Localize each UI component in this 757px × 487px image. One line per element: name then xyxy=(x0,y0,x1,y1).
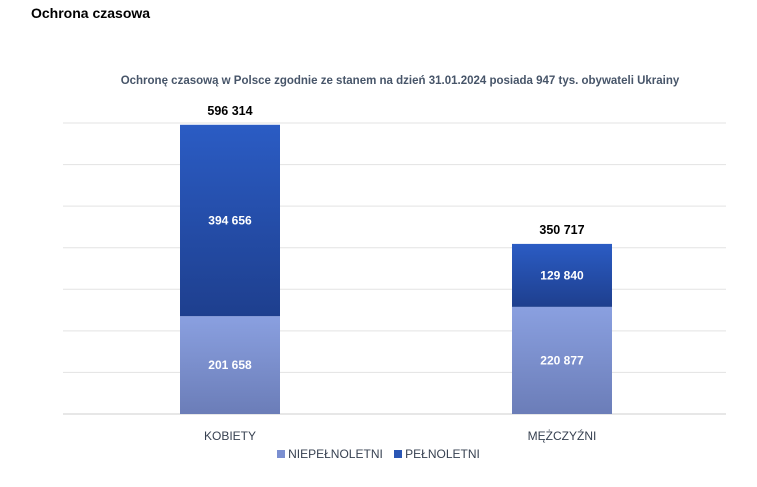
data-label: 129 840 xyxy=(540,268,584,282)
legend-swatch-pelnoletni xyxy=(394,450,403,458)
total-label: 350 717 xyxy=(539,223,584,237)
category-label: KOBIETY xyxy=(204,429,256,443)
data-label: 201 658 xyxy=(208,358,252,372)
chart-title: Ochronę czasową w Polsce zgodnie ze stan… xyxy=(120,75,680,87)
chart-legend: NIEPEŁNOLETNI PEŁNOLETNI xyxy=(0,447,757,461)
category-label: MĘŻCZYŹNI xyxy=(528,428,597,443)
bar-1-0 xyxy=(512,306,612,414)
data-label: 394 656 xyxy=(208,213,252,227)
bar-0-0 xyxy=(180,316,280,414)
bar-1-1 xyxy=(512,243,612,307)
total-label: 596 314 xyxy=(207,104,252,118)
legend-item-pelnoletni: PEŁNOLETNI xyxy=(394,447,480,461)
page-heading: Ochrona czasowa xyxy=(31,5,151,21)
legend-label-pelnoletni: PEŁNOLETNI xyxy=(405,447,480,461)
bar-0-1 xyxy=(180,124,280,317)
legend-swatch-niepelnoletni xyxy=(277,450,286,458)
legend-item-niepelnoletni: NIEPEŁNOLETNI xyxy=(277,447,383,461)
data-label: 220 877 xyxy=(540,353,584,367)
legend-label-niepelnoletni: NIEPEŁNOLETNI xyxy=(288,447,383,461)
